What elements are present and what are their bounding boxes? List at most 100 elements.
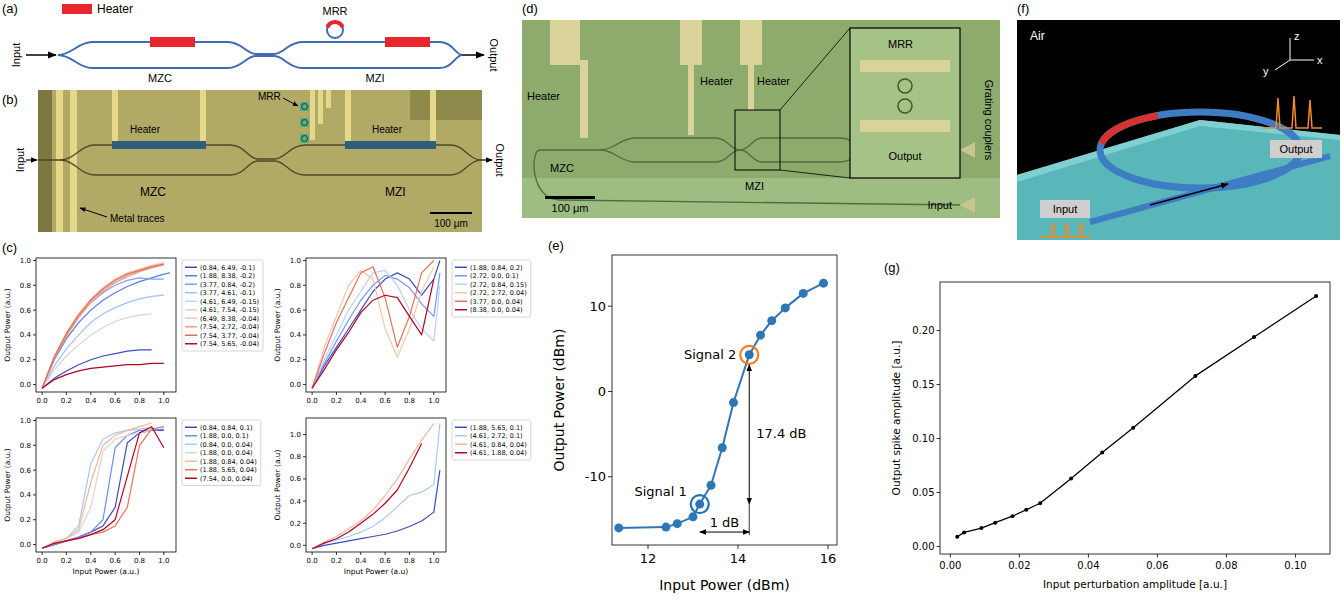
plot-frame xyxy=(306,418,446,552)
annotation: Signal 1 xyxy=(634,484,686,499)
marker xyxy=(955,535,959,539)
x-tick xyxy=(139,552,140,555)
x-axis-title: Input perturbation amplitude [a.u.] xyxy=(1043,578,1227,590)
legend-label: (3.77, 4.61, -0.1) xyxy=(200,289,255,297)
x-tick xyxy=(312,392,313,395)
y-axis-title: Output Power (a.u.) xyxy=(3,288,12,362)
legend-label: (4.61, 2.72, 0.1) xyxy=(470,432,523,440)
x-tick-label: 0.2 xyxy=(61,557,72,565)
y-tick xyxy=(608,306,612,307)
panel-letter: (f) xyxy=(1017,1,1029,16)
y-tick-label: 0.0 xyxy=(290,381,301,389)
x-tick-label: 16 xyxy=(820,551,837,566)
label: Input xyxy=(928,199,952,211)
x-tick-label: 0.2 xyxy=(331,397,342,405)
marker xyxy=(695,500,704,509)
legend-swatch xyxy=(455,444,467,446)
inset xyxy=(850,28,960,178)
marker xyxy=(1100,451,1104,455)
label: Output xyxy=(494,143,506,176)
label: Heater xyxy=(372,124,403,135)
x-tick-label: 1.0 xyxy=(158,557,169,565)
x-tick xyxy=(738,545,739,549)
label: z xyxy=(1294,30,1300,42)
y-tick-label: 0.2 xyxy=(290,520,301,528)
legend-label: (2.72, 2.72, 0.04) xyxy=(470,289,527,297)
legend-label: (0.84, 6.49, -0.1) xyxy=(200,264,255,272)
pointer xyxy=(80,208,107,217)
metal-pad xyxy=(550,20,580,65)
y-tick-label: 0.4 xyxy=(20,491,32,499)
metal-trace xyxy=(318,90,323,124)
x-tick xyxy=(360,552,361,555)
label: y xyxy=(1263,65,1269,77)
legend-swatch xyxy=(455,435,467,437)
x-tick xyxy=(90,552,91,555)
y-tick xyxy=(33,470,36,471)
legend-swatch xyxy=(455,284,467,286)
y-tick xyxy=(608,391,612,392)
series-line xyxy=(957,296,1316,537)
label: MZI xyxy=(366,72,385,84)
x-tick xyxy=(409,552,410,555)
series-line xyxy=(312,424,434,549)
marker xyxy=(1252,335,1256,339)
legend-swatch xyxy=(185,427,197,429)
y-tick xyxy=(303,545,306,546)
x-axis-title: Input Power (dBm) xyxy=(659,577,790,593)
y-tick-label: 0.8 xyxy=(20,442,31,450)
data-area xyxy=(42,423,164,548)
legend-label: (8.38, 0.0, 0.04) xyxy=(470,306,523,314)
y-tick xyxy=(303,359,306,360)
x-tick xyxy=(360,392,361,395)
metal-pad xyxy=(680,20,702,65)
marker xyxy=(745,350,754,359)
label: MZC xyxy=(140,185,166,199)
y-tick xyxy=(33,519,36,520)
x-tick-label: 12 xyxy=(640,551,657,566)
input-arrow xyxy=(26,159,37,160)
label: MRR xyxy=(888,38,913,50)
panel-letter: (e) xyxy=(548,238,564,253)
series-line xyxy=(42,273,170,388)
metal-pad xyxy=(580,60,588,138)
legend-swatch xyxy=(185,309,197,311)
x-tick-label: 0.04 xyxy=(1077,560,1099,571)
metal-trace xyxy=(310,90,315,140)
legend-swatch xyxy=(185,267,197,269)
x-tick xyxy=(385,552,386,555)
plot-frame xyxy=(36,418,176,552)
legend-label: (1.88, 0.84, 0.2) xyxy=(470,264,523,272)
guide-line xyxy=(749,504,750,535)
x-tick xyxy=(42,392,43,395)
legend-label: (6.49, 8.38, -0.04) xyxy=(200,315,259,323)
y-axis-title: Output Power (dBm) xyxy=(551,329,567,472)
y-tick xyxy=(303,501,306,502)
chip-region xyxy=(38,90,52,232)
x-tick-label: 0.2 xyxy=(331,557,342,565)
legend-label: (0.84, 0.84, 0.1) xyxy=(200,424,253,432)
input-arrow xyxy=(26,54,56,56)
y-axis-title: Output Power (a.u) xyxy=(273,449,282,520)
legend-label: (7.54, 2.72, -0.04) xyxy=(200,323,259,331)
legend-swatch xyxy=(455,309,467,311)
label: 100 μm xyxy=(434,218,468,229)
series-line xyxy=(42,263,164,388)
x-tick-label: 0.0 xyxy=(37,557,48,565)
label: Heater xyxy=(130,124,161,135)
marker xyxy=(767,316,776,325)
y-tick xyxy=(937,384,941,385)
legend-frame xyxy=(452,420,531,460)
y-tick-label: 1.0 xyxy=(20,417,31,425)
data-area xyxy=(614,279,828,533)
legend-label: (7.54, 5.65, -0.04) xyxy=(200,340,259,348)
output-arrow xyxy=(462,54,484,56)
y-tick-label: 10 xyxy=(589,299,606,314)
x-tick-label: 14 xyxy=(730,551,747,566)
legend-label: (2.72, 0.84, 0.15) xyxy=(470,281,527,289)
label: Input xyxy=(14,148,26,172)
metal-trace xyxy=(112,90,118,144)
x-tick xyxy=(950,554,951,558)
series-line xyxy=(312,443,422,548)
heater xyxy=(150,37,195,47)
